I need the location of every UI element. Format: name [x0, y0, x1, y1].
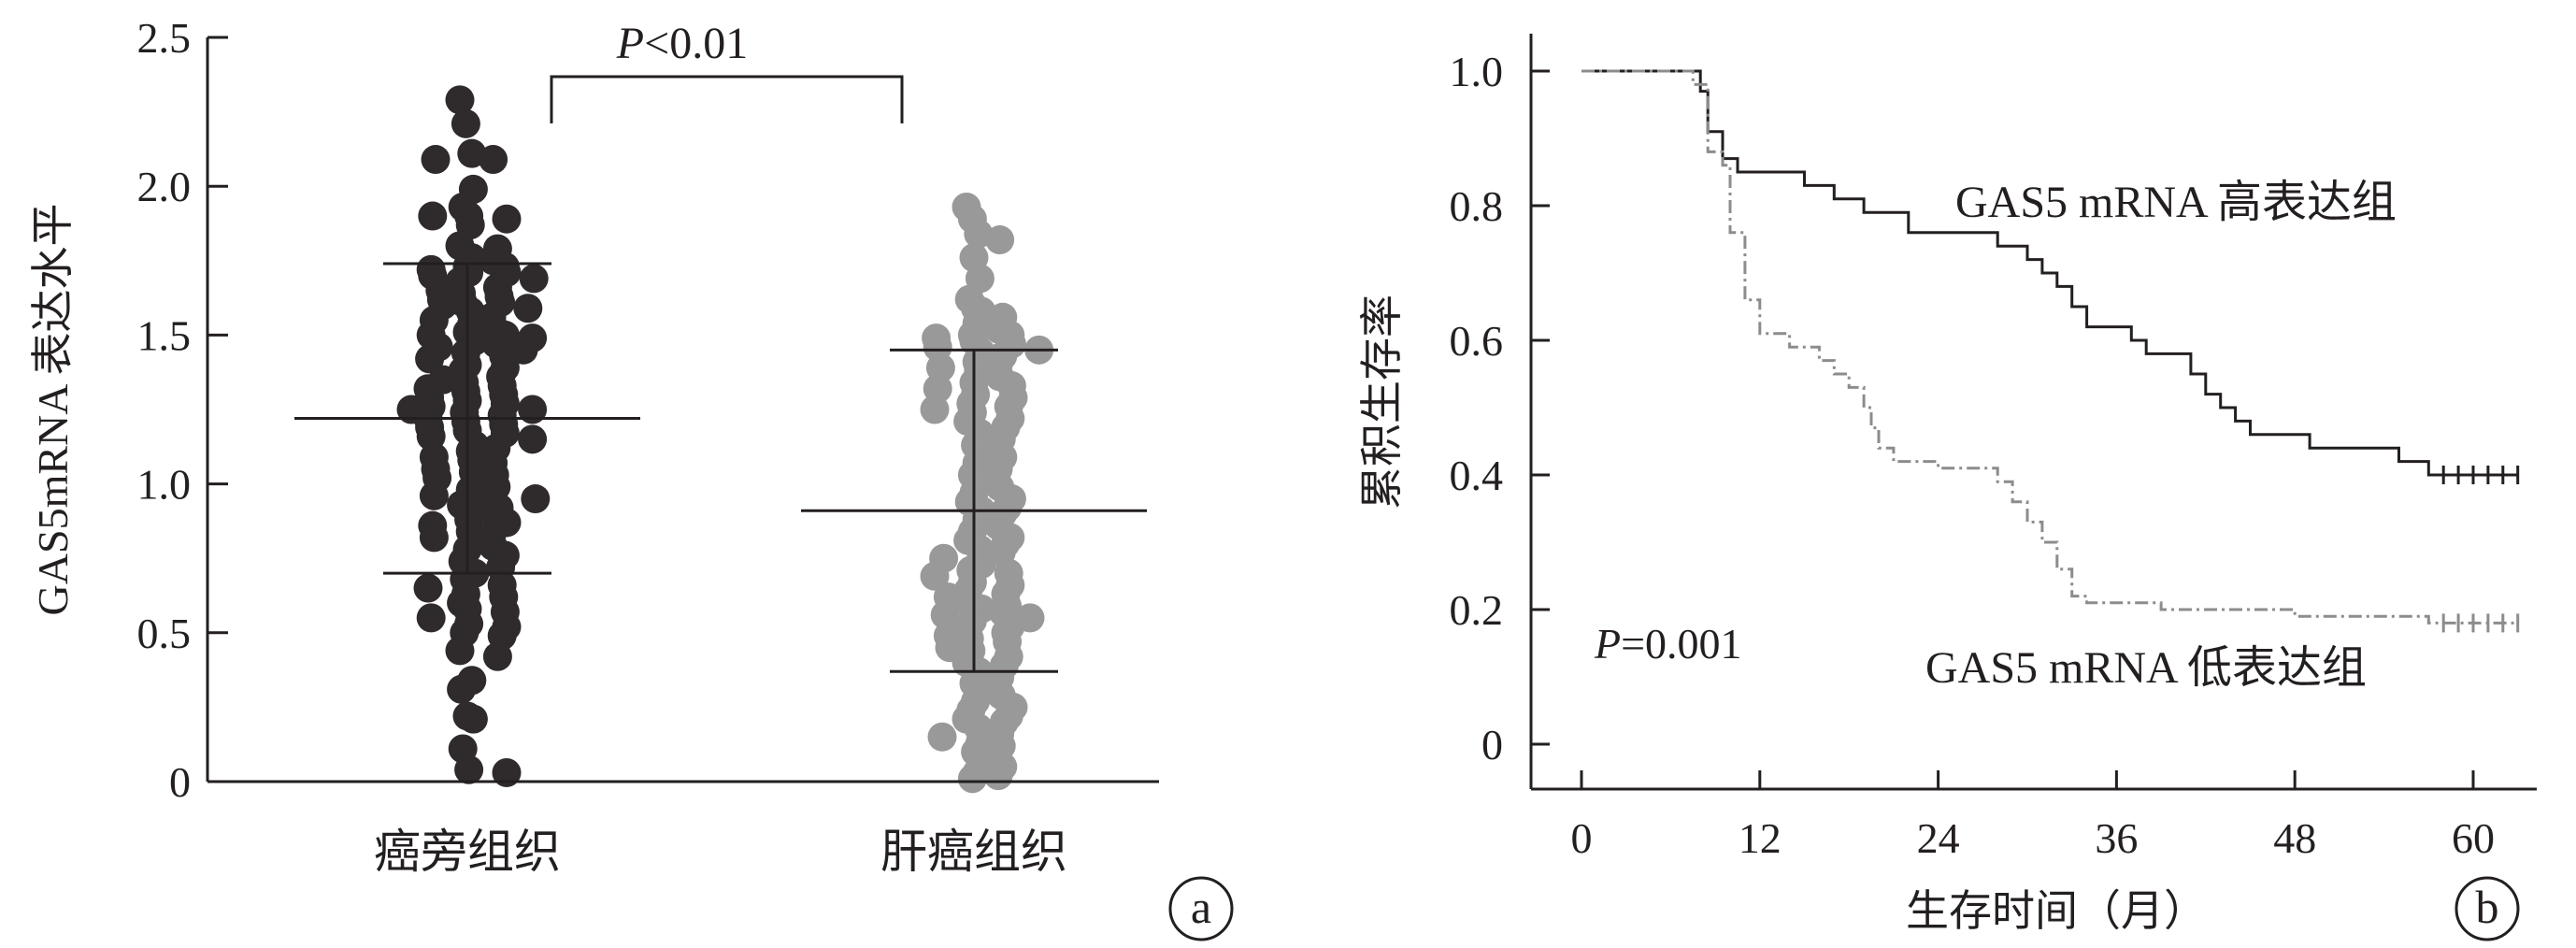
data-point	[986, 731, 1016, 761]
scatter-points	[396, 85, 1054, 794]
survival-curves	[1581, 69, 2520, 633]
x-tick-label: 癌旁组织	[374, 826, 561, 878]
panel-label: a	[1191, 881, 1211, 933]
y-tick-label: 0.5	[137, 610, 192, 657]
data-point	[421, 145, 451, 175]
data-point	[445, 85, 475, 115]
x-tick-label: 24	[1917, 814, 1960, 862]
data-point	[513, 294, 543, 323]
data-point	[458, 704, 488, 734]
data-point	[920, 561, 950, 591]
y-ticks: 0 0.2 0.4 0.6 0.8 1.0	[1450, 48, 1550, 768]
x-tick-label: 12	[1739, 814, 1782, 862]
series-label-high: GAS5 mRNA 高表达组	[1955, 178, 2397, 227]
data-point	[418, 201, 448, 231]
x-tick-label: 60	[2452, 814, 2495, 862]
y-tick-label: 1.0	[1450, 48, 1504, 95]
y-tick-label: 2.0	[137, 163, 192, 210]
data-point	[416, 603, 446, 633]
panel-label-circle	[2454, 876, 2520, 941]
panel-label: b	[2476, 881, 2499, 933]
y-axis-label: GAS5mRNA 表达水平	[29, 204, 77, 616]
y-tick-label: 1.0	[137, 461, 192, 509]
data-point	[983, 761, 1013, 791]
x-ticks: 0 12 24 36 48 60	[1571, 770, 2495, 862]
data-point	[985, 225, 1015, 255]
panel-b-survival: 0 0.2 0.4 0.6 0.8 1.0 0 12 24 36 48 60 生存时间（月） 累积生…	[1358, 34, 2537, 941]
data-point	[479, 145, 508, 175]
y-axis-label: 累积生存率	[1358, 294, 1406, 510]
mean-sd-bars	[294, 262, 1147, 673]
data-point	[957, 764, 987, 794]
x-tick-label: 48	[2273, 814, 2316, 862]
y-tick-label: 0.2	[1450, 586, 1504, 634]
data-point	[518, 424, 548, 454]
data-point	[415, 344, 445, 374]
data-point	[920, 395, 950, 424]
data-point	[451, 108, 480, 138]
data-point	[447, 674, 477, 704]
significance-bracket	[550, 75, 904, 123]
data-point	[482, 641, 512, 671]
data-point	[492, 204, 522, 234]
y-tick-label: 0.4	[1450, 452, 1504, 499]
data-point	[518, 395, 548, 424]
y-tick-label: 1.5	[137, 311, 192, 359]
y-tick-label: 0.8	[1450, 182, 1504, 230]
data-point	[521, 484, 551, 514]
y-tick-label: 0	[1481, 721, 1503, 768]
survival-curve-high	[1581, 69, 2518, 477]
y-tick-label: 0.6	[1450, 317, 1504, 365]
series-label-low: GAS5 mRNA 低表达组	[1925, 643, 2367, 693]
x-tick-label: 肝癌组织	[880, 826, 1067, 878]
panel-a-scatter: 0 0.5 1.0 1.5 2.0 2.5 癌旁组织 肝癌组织 P<0.01 GAS5mRN…	[29, 14, 1234, 941]
x-tick-label: 0	[1571, 814, 1593, 862]
p-value-annotation: P<0.01	[616, 19, 748, 68]
data-point	[519, 264, 549, 294]
data-point	[492, 757, 522, 787]
survival-curve-low	[1581, 69, 2518, 625]
data-point	[927, 722, 957, 752]
x-axis-label: 生存时间（月）	[1906, 887, 2207, 935]
x-tick-label: 36	[2095, 814, 2138, 862]
data-point	[413, 573, 443, 603]
y-ticks: 0 0.5 1.0 1.5 2.0 2.5	[137, 14, 228, 806]
y-tick-label: 0	[169, 758, 191, 806]
data-point	[454, 754, 484, 784]
p-value-annotation: P=0.001	[1594, 620, 1742, 668]
data-point	[419, 523, 449, 553]
data-point	[445, 636, 475, 666]
y-tick-label: 2.5	[137, 14, 192, 62]
x-tick-labels: 癌旁组织 肝癌组织	[374, 826, 1067, 878]
data-point	[419, 481, 449, 510]
panel-label-circle	[1168, 876, 1234, 941]
